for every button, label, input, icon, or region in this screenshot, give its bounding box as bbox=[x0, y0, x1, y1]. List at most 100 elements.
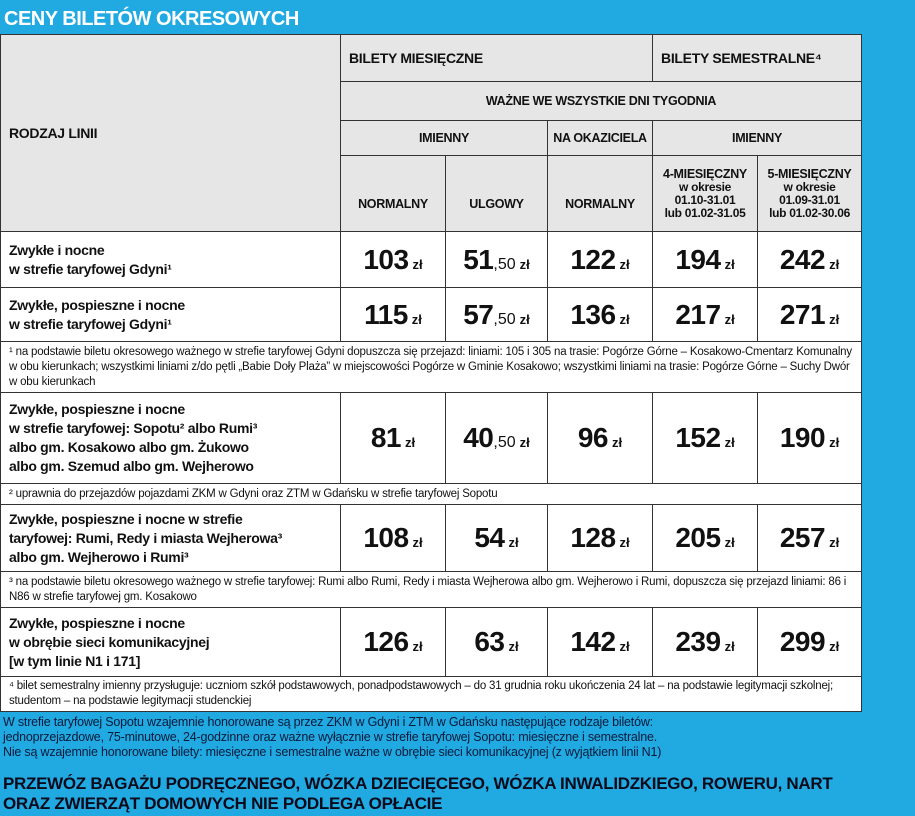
price-currency: zł bbox=[724, 639, 735, 654]
price-cell: 128 zł bbox=[546, 504, 654, 572]
price-currency: zł bbox=[829, 639, 840, 654]
label-line: albo gm. Szemud albo gm. Wejherowo bbox=[9, 458, 254, 474]
price-currency: zł bbox=[405, 435, 416, 450]
footer: PRZEWÓZ BAGAŻU PODRĘCZNEGO, WÓZKA DZIECI… bbox=[3, 774, 833, 814]
data-row: Zwykłe, pospieszne i nocne w strefie tary… bbox=[0, 392, 863, 484]
data-row: Zwykłe, pospieszne i nocne w strefie tary… bbox=[0, 504, 863, 572]
note-line: W strefie taryfowej Sopotu wzajemnie hon… bbox=[3, 715, 653, 729]
price-cell: 299 zł bbox=[757, 607, 863, 677]
data-row: Zwykłe i nocne w strefie taryfowej Gdyni¹… bbox=[0, 231, 863, 288]
notes: W strefie taryfowej Sopotu wzajemnie hon… bbox=[3, 715, 661, 760]
header-row: WAŻNE WE WSZYSTKIE DNI TYGODNIA bbox=[1, 81, 863, 121]
column-subtitle: lub 01.02-30.06 bbox=[769, 206, 850, 220]
price-table: RODZAJ LINII BILETY MIESIĘCZNE BILETY SEME… bbox=[0, 34, 863, 712]
header-cell: IMIENNY bbox=[340, 120, 548, 156]
price-cell: 108 zł bbox=[340, 504, 446, 572]
price-main: 299 bbox=[779, 626, 826, 657]
label-line: taryfowej: Rumi, Redy i miasta Wejherowa… bbox=[9, 529, 282, 546]
header-cell: 4-MIESIĘCZNY w okresie 01.10-31.01 lub 01.0… bbox=[652, 155, 759, 232]
price-main: 190 bbox=[779, 422, 826, 453]
price-currency: zł bbox=[412, 535, 423, 550]
data-row: Zwykłe, pospieszne i nocne w obrębie siec… bbox=[0, 607, 863, 677]
price-cell: 257 zł bbox=[757, 504, 863, 572]
row-label: Zwykłe, pospieszne i nocne w strefie tary… bbox=[0, 287, 341, 342]
price-main: 242 bbox=[779, 243, 826, 275]
price-main: 122 bbox=[570, 243, 616, 275]
price-main: 271 bbox=[779, 298, 826, 330]
label-line: w obrębie sieci komunikacyjnej bbox=[9, 633, 210, 650]
price-cell: 152 zł bbox=[652, 392, 759, 484]
price-currency: zł bbox=[519, 435, 530, 450]
label-line: albo gm. Wejherowo i Rumi³ bbox=[9, 548, 189, 565]
column-subtitle: w okresie bbox=[783, 180, 836, 194]
row-label: Zwykłe i nocne w strefie taryfowej Gdyni¹ bbox=[0, 231, 341, 288]
price-currency: zł bbox=[519, 256, 530, 272]
price-main: 205 bbox=[675, 522, 721, 553]
row-label: Zwykłe, pospieszne i nocne w obrębie siec… bbox=[0, 607, 341, 677]
price-currency: zł bbox=[412, 256, 423, 272]
price-main: 108 bbox=[363, 522, 409, 553]
price-cell: 142 zł bbox=[546, 607, 654, 677]
footnote-row: ³ na podstawie biletu okresowego ważnego… bbox=[0, 571, 863, 608]
title: CENY BILETÓW OKRESOWYCH bbox=[4, 8, 299, 30]
label-line: Zwykłe, pospieszne i nocne bbox=[9, 401, 185, 417]
price-currency: zł bbox=[619, 639, 630, 654]
data-row: Zwykłe, pospieszne i nocne w strefie tary… bbox=[0, 287, 863, 342]
price-cell: 194 zł bbox=[652, 231, 759, 288]
price-main: 128 bbox=[570, 522, 616, 553]
footnote: ¹ na podstawie biletu okresowego ważnego… bbox=[0, 341, 863, 393]
header-cell: WAŻNE WE WSZYSTKIE DNI TYGODNIA bbox=[339, 81, 863, 121]
price-fraction: ,50 bbox=[493, 434, 516, 451]
label-line: Zwykłe, pospieszne i nocne bbox=[9, 614, 185, 631]
column-title: NORMALNY bbox=[565, 196, 635, 211]
price-currency: zł bbox=[724, 435, 735, 450]
price-currency: zł bbox=[724, 311, 735, 327]
price-cell: 126 zł bbox=[340, 607, 446, 677]
label-line: Zwykłe, pospieszne i nocne bbox=[9, 296, 185, 313]
footer-line: ORAZ ZWIERZĄT DOMOWYCH NIE PODLEGA OPŁAC… bbox=[3, 794, 443, 813]
price-cell: 217 zł bbox=[652, 287, 759, 342]
price-currency: zł bbox=[412, 639, 423, 654]
price-currency: zł bbox=[411, 311, 422, 327]
label-line: Zwykłe, pospieszne i nocne w strefie bbox=[9, 510, 243, 527]
price-currency: zł bbox=[829, 256, 840, 272]
price-cell: 205 zł bbox=[652, 504, 759, 572]
price-currency: zł bbox=[519, 311, 530, 327]
footnote: ³ na podstawie biletu okresowego ważnego… bbox=[0, 571, 863, 608]
price-cell: 57,50 zł bbox=[445, 287, 548, 342]
footnote-row: ² uprawnia do przejazdów pojazdami ZKM w… bbox=[0, 483, 863, 505]
price-currency: zł bbox=[724, 535, 735, 550]
price-currency: zł bbox=[829, 535, 840, 550]
footnote: ⁴ bilet semestralny imienny przysługuje:… bbox=[0, 676, 863, 712]
price-currency: zł bbox=[829, 311, 840, 327]
header-cell: NORMALNY bbox=[546, 155, 654, 232]
price-main: 63 bbox=[474, 626, 505, 657]
price-main: 194 bbox=[675, 243, 721, 275]
price-main: 136 bbox=[570, 298, 616, 330]
table-body: RODZAJ LINII BILETY MIESIĘCZNE BILETY SEME… bbox=[0, 34, 863, 712]
price-cell: 115 zł bbox=[340, 287, 446, 342]
price-cell: 190 zł bbox=[757, 392, 863, 484]
header-cell: BILETY MIESIĘCZNE bbox=[339, 34, 654, 82]
header-cell: BILETY SEMESTRALNE⁴ bbox=[652, 34, 863, 82]
header-cell: NORMALNY bbox=[340, 155, 446, 232]
label-line: w strefie taryfowej: Sopotu² albo Rumi³ bbox=[9, 420, 258, 436]
price-main: 96 bbox=[577, 422, 609, 453]
price-main: 126 bbox=[363, 626, 409, 657]
label-line: albo gm. Kosakowo albo gm. Żukowo bbox=[9, 439, 249, 455]
column-title: ULGOWY bbox=[469, 196, 524, 211]
price-cell: 63 zł bbox=[445, 607, 548, 677]
row-label: Zwykłe, pospieszne i nocne w strefie tary… bbox=[0, 504, 341, 572]
price-main: 217 bbox=[675, 298, 721, 330]
column-title: 4-MIESIĘCZNY bbox=[663, 167, 747, 181]
column-subtitle: lub 01.02-31.05 bbox=[664, 206, 746, 220]
price-main: 239 bbox=[675, 626, 721, 657]
price-cell: 122 zł bbox=[546, 231, 654, 288]
footer-line: PRZEWÓZ BAGAŻU PODRĘCZNEGO, WÓZKA DZIECI… bbox=[3, 774, 833, 793]
footnote: ² uprawnia do przejazdów pojazdami ZKM w… bbox=[0, 483, 863, 505]
price-fraction: ,50 bbox=[493, 255, 516, 273]
price-currency: zł bbox=[508, 535, 519, 550]
price-currency: zł bbox=[619, 535, 630, 550]
price-currency: zł bbox=[619, 311, 630, 327]
